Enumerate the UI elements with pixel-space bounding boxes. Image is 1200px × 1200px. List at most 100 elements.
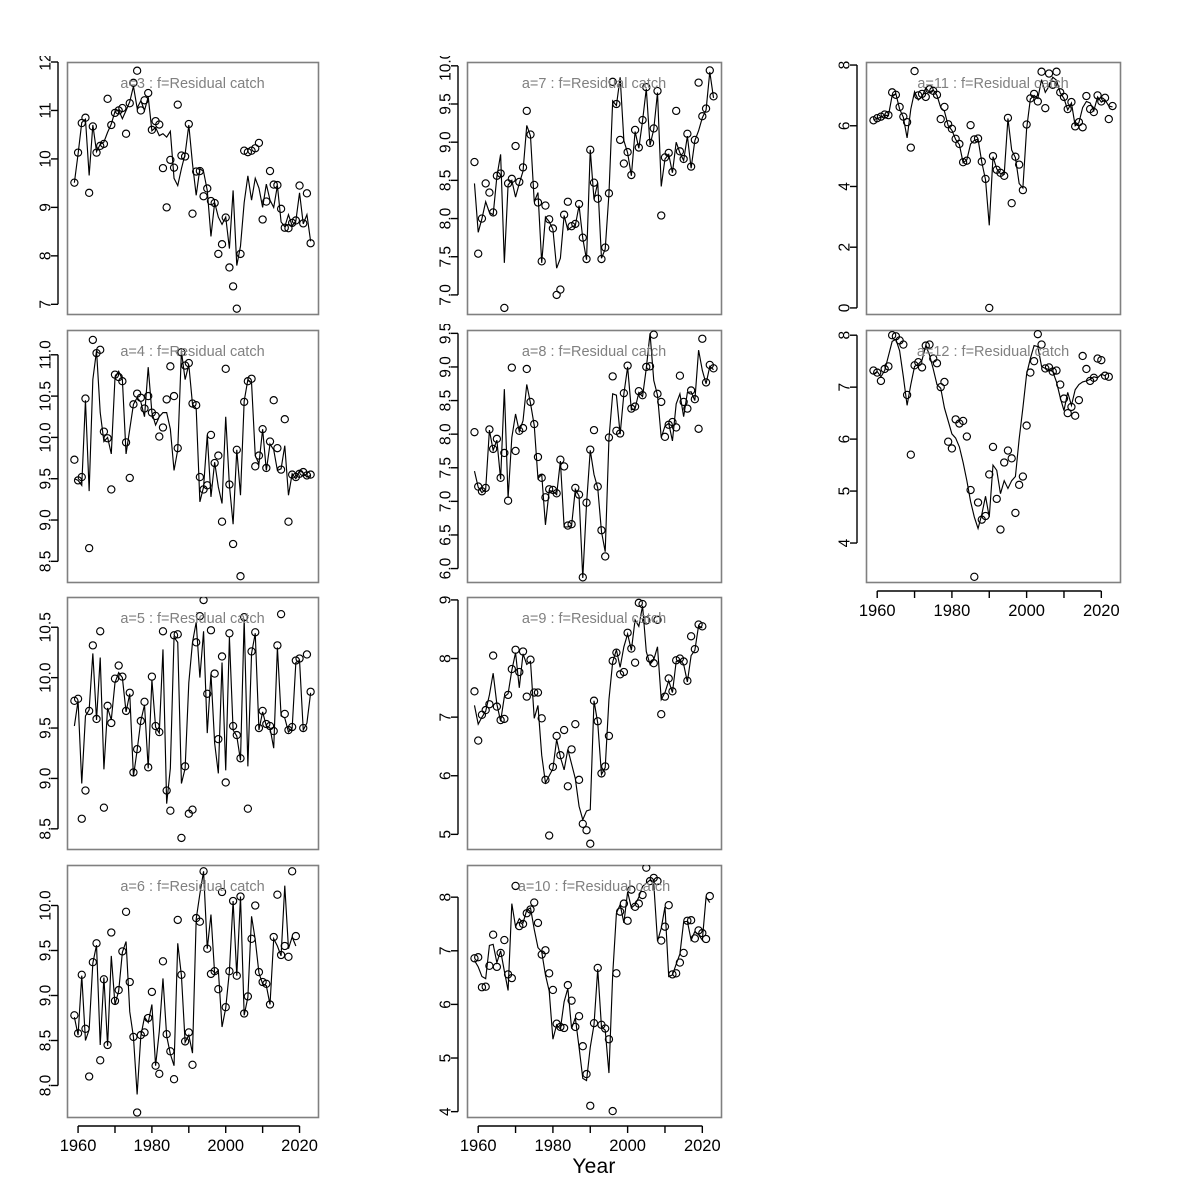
data-point — [985, 303, 994, 313]
data-point — [103, 1040, 112, 1050]
data-point — [962, 432, 972, 441]
data-point — [169, 631, 179, 640]
data-point — [985, 470, 994, 479]
data-point — [269, 180, 278, 189]
data-point — [129, 400, 138, 409]
data-point — [180, 1037, 190, 1046]
plot-box — [466, 864, 723, 1119]
data-point — [92, 148, 101, 157]
data-point — [243, 147, 253, 157]
data-point — [225, 263, 234, 272]
data-point — [608, 656, 617, 666]
data-point — [559, 725, 569, 735]
y-tick-label: 9.5 — [438, 93, 455, 115]
data-point — [574, 1012, 584, 1021]
data-point — [925, 340, 934, 349]
data-point — [563, 782, 573, 791]
data-point — [970, 572, 979, 581]
data-point — [166, 362, 175, 371]
data-point — [1044, 69, 1054, 78]
data-point — [686, 162, 696, 171]
data-point — [563, 521, 573, 530]
data-point — [225, 967, 234, 976]
data-point — [873, 368, 882, 377]
data-point — [545, 969, 554, 978]
data-point — [265, 437, 275, 446]
data-point — [567, 745, 576, 754]
data-point — [623, 916, 632, 925]
data-point — [623, 361, 632, 370]
data-point — [925, 85, 934, 94]
data-point — [125, 688, 134, 697]
data-point — [236, 754, 245, 763]
data-point — [556, 1022, 565, 1032]
y-tick-label: 8 — [837, 61, 854, 70]
y-tick-label: 8.5 — [38, 551, 55, 573]
data-point — [563, 980, 573, 990]
data-point — [284, 952, 293, 961]
data-point — [1026, 368, 1035, 377]
x-tick-label: 2000 — [1008, 602, 1045, 620]
data-point — [679, 397, 688, 407]
data-point — [70, 1011, 79, 1020]
data-point — [668, 167, 677, 177]
data-point — [653, 86, 662, 96]
data-point — [177, 348, 186, 357]
data-point — [921, 92, 930, 102]
data-point — [210, 198, 219, 208]
data-point — [184, 1028, 193, 1037]
y-tick-label: 8.0 — [438, 423, 455, 445]
data-point — [110, 996, 120, 1006]
data-point — [162, 203, 171, 212]
data-point — [988, 442, 998, 452]
data-point — [125, 473, 134, 483]
data-point — [287, 722, 297, 732]
data-point — [107, 718, 116, 728]
panel-a-6: 8.0 8.5 9.0 9.5 10.0 1960 1980 2000 2020 a=6 : f=… — [15, 859, 326, 1163]
data-point — [492, 434, 502, 444]
data-point — [1022, 120, 1031, 129]
data-point — [1003, 446, 1013, 455]
data-point — [258, 215, 267, 224]
data-point — [262, 979, 271, 988]
data-point — [1018, 185, 1028, 195]
data-point — [615, 429, 625, 438]
panel-a-11: 0 2 4 6 8 a=11 : f=Residual catch — [814, 56, 1128, 324]
data-point — [526, 655, 535, 664]
data-point — [518, 423, 528, 433]
y-tick-label: 8 — [438, 893, 455, 902]
data-point — [125, 977, 134, 987]
data-point — [899, 112, 908, 121]
data-point — [280, 941, 289, 951]
data-point — [601, 552, 610, 561]
data-point — [503, 496, 513, 505]
data-point — [88, 122, 98, 131]
data-point — [1067, 402, 1076, 412]
data-point — [601, 1024, 610, 1033]
data-point — [653, 389, 662, 399]
data-point — [630, 125, 640, 135]
data-point — [110, 674, 120, 683]
data-point — [571, 719, 580, 729]
data-point — [522, 364, 531, 374]
data-point — [265, 1000, 275, 1009]
data-point — [556, 751, 565, 760]
data-point — [962, 156, 972, 165]
data-point — [132, 1108, 142, 1117]
plot-box — [466, 596, 723, 851]
data-point — [526, 397, 535, 407]
data-point — [474, 249, 483, 258]
data-point — [173, 915, 182, 925]
data-point — [199, 867, 208, 876]
data-point — [664, 901, 673, 910]
plot-box — [466, 329, 723, 584]
y-tick-label: 7.5 — [438, 457, 455, 479]
data-point — [470, 427, 479, 437]
data-point — [619, 159, 629, 168]
data-point — [240, 612, 249, 622]
data-point — [251, 628, 260, 637]
data-point — [627, 170, 636, 180]
data-point — [488, 208, 498, 217]
panel-title: a=8 : f=Residual catch — [522, 344, 666, 360]
data-point — [1033, 97, 1042, 106]
